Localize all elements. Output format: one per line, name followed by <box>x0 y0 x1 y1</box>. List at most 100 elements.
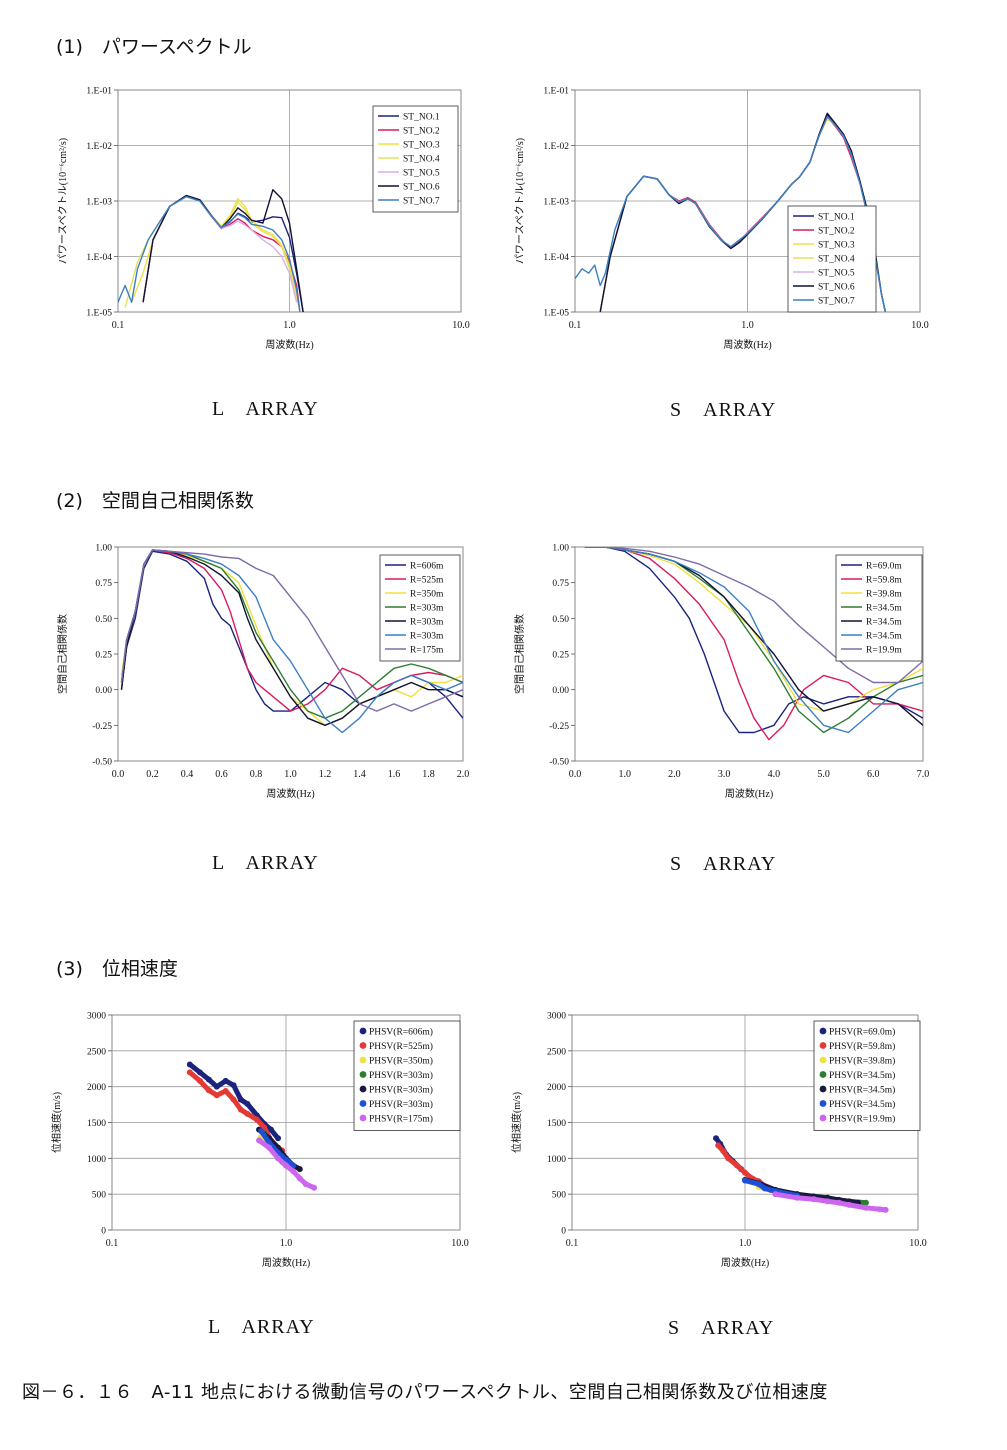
y-axis-label: 空間自己相関係数 <box>513 614 526 694</box>
x-tick-label: 1.8 <box>422 769 435 780</box>
label-l-array-1: L ARRAY <box>212 398 319 420</box>
y-tick-label: 0.75 <box>552 579 569 589</box>
legend-label: R=19.9m <box>866 646 902 656</box>
x-tick-label: 1.4 <box>353 769 366 780</box>
legend-label: ST_NO.4 <box>403 155 440 165</box>
series-2-point <box>742 1169 748 1176</box>
section-title-phase-velocity: (3) 位相速度 <box>56 958 178 980</box>
y-tick-label: 0 <box>561 1227 566 1237</box>
series-7-line <box>575 116 887 312</box>
y-tick-label: 1.E-04 <box>543 253 569 263</box>
legend-label: ST_NO.5 <box>403 169 440 179</box>
series-7-point <box>772 1191 779 1198</box>
series-7-point <box>876 1206 883 1213</box>
y-tick-label: 1500 <box>547 1119 566 1129</box>
x-tick-label: 2.0 <box>457 769 470 780</box>
legend: PHSV(R=69.0m) PHSV(R=59.8m) PHSV(R=39.8m) P… <box>813 1020 921 1131</box>
series-1-point <box>205 1076 212 1083</box>
legend-label: R=350m <box>410 590 444 600</box>
series-1-point <box>186 1061 193 1068</box>
y-tick-label: 3000 <box>547 1012 566 1022</box>
series-7-point <box>836 1199 843 1206</box>
series-6-point <box>742 1177 748 1184</box>
x-tick-label: 1.6 <box>388 769 401 780</box>
legend-swatch <box>819 1042 827 1049</box>
label-l-array-3: L ARRAY <box>208 1316 315 1338</box>
x-tick-label: 1.0 <box>739 1238 752 1249</box>
legend-swatch <box>819 1114 827 1122</box>
label-l-array-2: L ARRAY <box>212 852 319 874</box>
x-tick-label: 0.6 <box>215 769 228 780</box>
series-7-point <box>296 1175 303 1182</box>
series-6-point <box>755 1181 762 1188</box>
legend: R=606m R=525m R=350m R=303m R=303m R=303m R=17… <box>379 554 461 662</box>
series-4-point <box>862 1199 869 1206</box>
x-tick-label: 0.1 <box>106 1238 119 1249</box>
y-tick-label: 2500 <box>547 1047 566 1057</box>
legend-label: PHSV(R=34.5m) <box>829 1085 895 1096</box>
series-7-point <box>810 1196 817 1203</box>
series-7-point <box>283 1162 289 1169</box>
label-s-array-1: S ARRAY <box>670 399 777 421</box>
x-tick-label: 0.1 <box>112 320 125 331</box>
x-tick-label: 2.0 <box>668 769 681 780</box>
legend-label: R=525m <box>410 576 444 586</box>
legend-swatch <box>359 1114 367 1122</box>
series-2-point <box>734 1162 741 1169</box>
series-7-point <box>266 1144 273 1151</box>
chart-phase-velocity-s-array: 0.1 1.0 10.0 0 500 1000 1500 2000 2500 3000 周波数(Hz… <box>510 1012 927 1270</box>
y-tick-label: 1.E-04 <box>86 253 112 263</box>
x-tick-label: 4.0 <box>768 769 781 780</box>
y-axis-label: 空間自己相関係数 <box>56 614 69 694</box>
y-tick-label: 1.E-05 <box>86 309 112 319</box>
series-1-point <box>713 1135 720 1142</box>
legend-label: PHSV(R=303m) <box>369 1099 433 1110</box>
series-group <box>118 189 304 312</box>
x-tick-label: 10.0 <box>452 320 470 331</box>
legend-label: ST_NO.1 <box>818 213 855 223</box>
series-2-point <box>720 1148 727 1155</box>
y-tick-label: 2500 <box>87 1047 106 1057</box>
x-tick-label: 0.2 <box>146 769 159 780</box>
series-7-point <box>882 1206 889 1213</box>
x-tick-label: 7.0 <box>917 769 930 780</box>
x-tick-label: 1.0 <box>741 320 754 331</box>
section-title-spac: (2) 空間自己相関係数 <box>56 490 254 512</box>
y-tick-label: 2000 <box>87 1083 106 1093</box>
y-axis-label: パワースペクトル(10⁻⁶cm²/s) <box>57 138 69 264</box>
legend-label: ST_NO.2 <box>818 227 855 237</box>
legend-swatch <box>359 1100 367 1107</box>
y-tick-label: -0.50 <box>92 758 112 768</box>
y-tick-label: 1.E-02 <box>543 142 569 152</box>
series-2-point <box>196 1077 203 1084</box>
series-1-point <box>230 1082 237 1089</box>
series-group <box>584 547 923 741</box>
series-6-point <box>761 1185 768 1192</box>
legend-label: ST_NO.4 <box>818 255 855 265</box>
legend-label: ST_NO.7 <box>403 197 440 207</box>
x-tick-label: 0.0 <box>112 769 125 780</box>
series-1-point <box>196 1069 203 1076</box>
y-tick-label: 3000 <box>87 1012 106 1022</box>
y-tick-label: 0 <box>101 1227 106 1237</box>
series-7-point <box>302 1181 309 1188</box>
y-tick-label: 1500 <box>87 1119 106 1129</box>
x-tick-label: 10.0 <box>451 1238 469 1249</box>
legend-label: R=34.5m <box>866 604 902 614</box>
legend-label: ST_NO.7 <box>818 297 855 307</box>
series-7-point <box>846 1201 853 1208</box>
figure-caption: 図－６．１６ A-11 地点における微動信号のパワースペクトル、空間自己相関係数… <box>22 1382 828 1403</box>
y-tick-label: 1.00 <box>552 544 569 554</box>
series-6-point <box>258 1128 265 1135</box>
y-tick-label: -0.25 <box>549 722 569 732</box>
legend-swatch <box>359 1042 367 1049</box>
label-s-array-3: S ARRAY <box>668 1317 775 1339</box>
y-tick-label: -0.50 <box>549 758 569 768</box>
legend: R=69.0m R=59.8m R=39.8m R=34.5m R=34.5m R=34.… <box>835 554 923 662</box>
legend-label: PHSV(R=303m) <box>369 1070 433 1081</box>
legend: PHSV(R=606m) PHSV(R=525m) PHSV(R=350m) PHSV… <box>353 1020 461 1131</box>
x-tick-label: 0.4 <box>181 769 194 780</box>
legend-box <box>813 1020 921 1131</box>
x-tick-label: 6.0 <box>867 769 880 780</box>
series-6-line <box>584 547 923 734</box>
